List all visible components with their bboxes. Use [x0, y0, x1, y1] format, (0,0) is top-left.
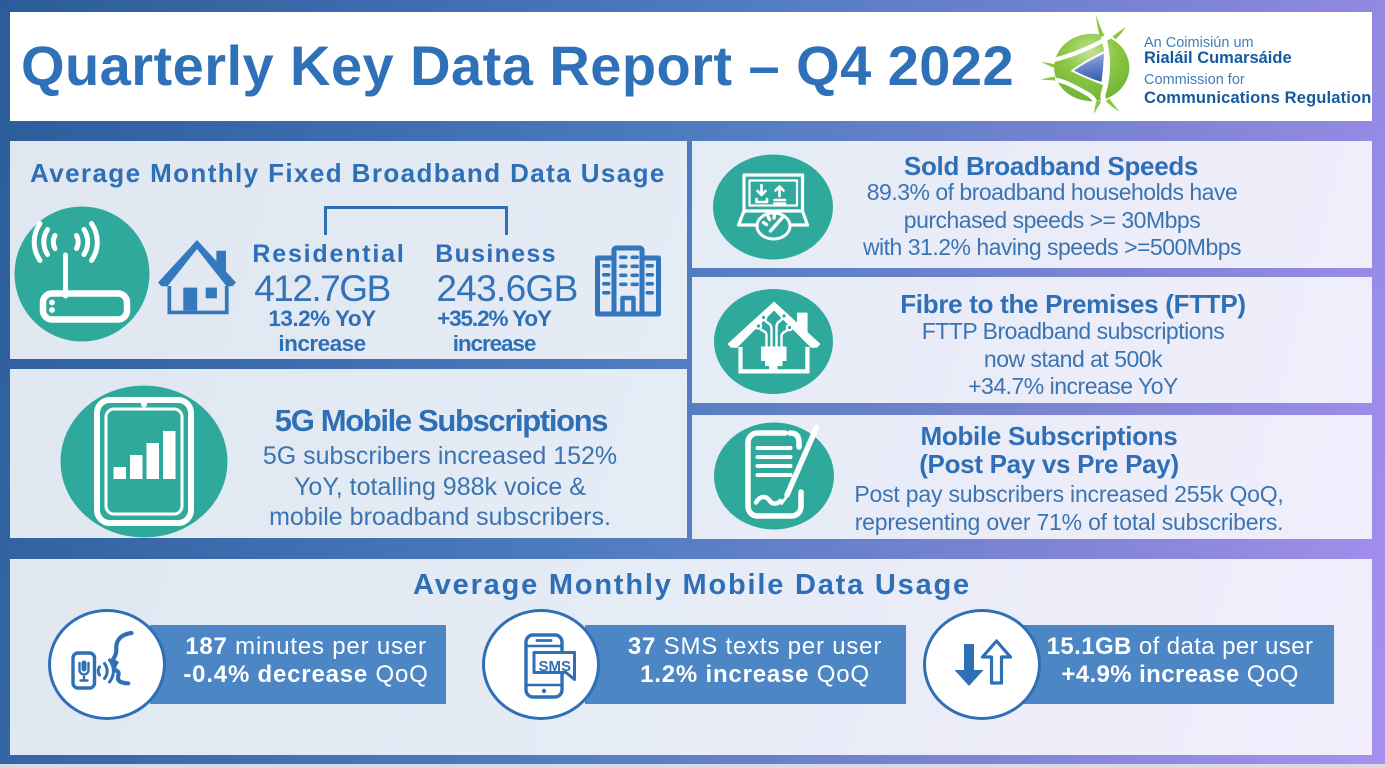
svg-text:SMS: SMS	[539, 658, 572, 675]
